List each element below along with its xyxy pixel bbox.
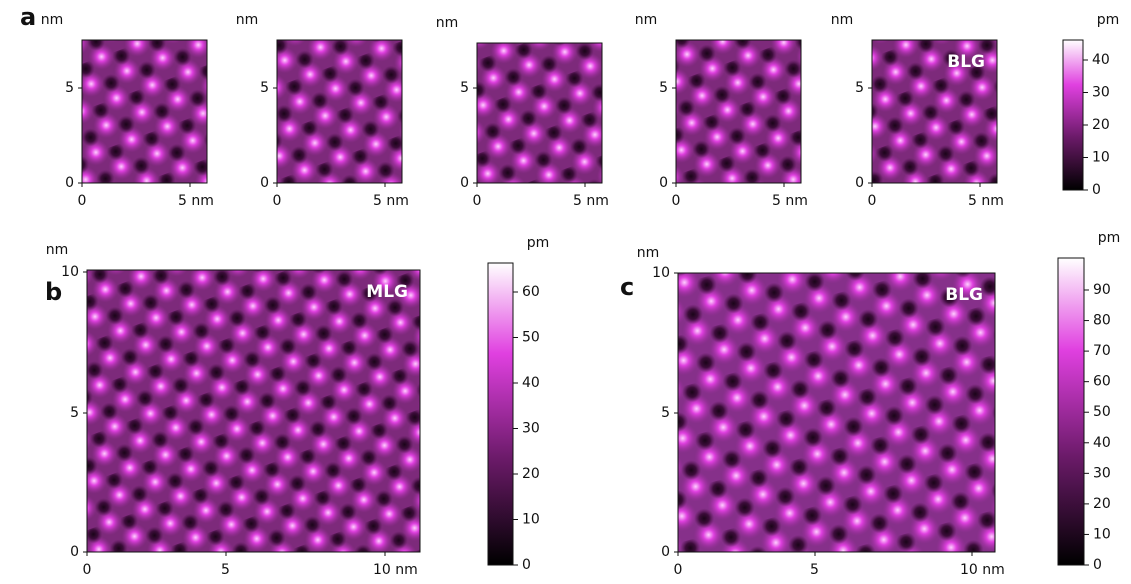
y-unit: nm [41, 12, 64, 28]
image-tag: MLG [366, 282, 408, 302]
colorbar-tick-label: 80 [1093, 313, 1111, 329]
x-tick-label: 0 [868, 193, 877, 209]
y-unit: nm [436, 15, 459, 31]
y-tick-label: 0 [70, 544, 79, 560]
y-unit: nm [46, 242, 69, 258]
y-tick-label: 5 [260, 80, 269, 96]
colorbar-tick-label: 10 [522, 512, 540, 528]
x-tick-label: 5 [810, 562, 819, 578]
x-tick-label: 0 [674, 562, 683, 578]
x-tick-label: 5 nm [573, 193, 609, 209]
colorbar-tick-label: 20 [522, 466, 540, 482]
panel-label: b [45, 278, 62, 306]
y-unit: nm [831, 12, 854, 28]
panel-label: c [620, 273, 634, 301]
colorbar [1062, 39, 1084, 191]
colorbar-tick-label: 30 [522, 421, 540, 437]
colorbar-tick-label: 40 [1093, 435, 1111, 451]
colorbar-tick-label: 40 [1092, 52, 1110, 68]
y-tick-label: 0 [460, 175, 469, 191]
colorbar-tick-label: 20 [1092, 117, 1110, 133]
colorbar-unit: pm [1098, 230, 1121, 246]
stm-image [871, 39, 998, 184]
y-tick-label: 5 [661, 405, 670, 421]
y-tick-label: 10 [652, 265, 670, 281]
colorbar-tick-label: 90 [1093, 282, 1111, 298]
y-tick-label: 0 [659, 175, 668, 191]
colorbar-tick-label: 30 [1093, 465, 1111, 481]
y-tick-label: 0 [260, 175, 269, 191]
colorbar-tick-label: 40 [522, 375, 540, 391]
y-unit: nm [635, 12, 658, 28]
colorbar-tick-label: 10 [1092, 150, 1110, 166]
y-tick-label: 0 [65, 175, 74, 191]
colorbar-tick-label: 50 [522, 330, 540, 346]
colorbar-tick-label: 60 [1093, 374, 1111, 390]
colorbar-tick-label: 0 [1093, 557, 1102, 573]
stm-image [81, 39, 208, 184]
x-tick-label: 0 [273, 193, 282, 209]
y-tick-label: 5 [659, 80, 668, 96]
colorbar-tick-label: 0 [1092, 182, 1101, 198]
x-tick-label: 0 [473, 193, 482, 209]
x-tick-label: 5 nm [772, 193, 808, 209]
stm-image [675, 39, 802, 184]
x-tick-label: 5 nm [373, 193, 409, 209]
colorbar-tick-label: 60 [522, 284, 540, 300]
colorbar [1057, 257, 1085, 566]
x-tick-label: 5 [221, 562, 230, 578]
colorbar-tick-label: 10 [1093, 526, 1111, 542]
stm-image [677, 272, 996, 553]
y-tick-label: 5 [460, 80, 469, 96]
colorbar [487, 262, 514, 566]
y-tick-label: 0 [855, 175, 864, 191]
x-tick-label: 0 [83, 562, 92, 578]
y-tick-label: 5 [70, 405, 79, 421]
y-unit: nm [236, 12, 259, 28]
colorbar-tick-label: 30 [1092, 85, 1110, 101]
y-tick-label: 5 [65, 80, 74, 96]
x-tick-label: 5 nm [968, 193, 1004, 209]
stm-image [276, 39, 403, 184]
image-tag: BLG [945, 285, 983, 305]
panel-label: a [20, 3, 36, 31]
colorbar-unit: pm [1097, 12, 1120, 28]
x-tick-label: 10 nm [373, 562, 418, 578]
colorbar-tick-label: 50 [1093, 404, 1111, 420]
y-tick-label: 10 [61, 264, 79, 280]
colorbar-tick-label: 0 [522, 557, 531, 573]
colorbar-tick-label: 70 [1093, 343, 1111, 359]
colorbar-tick-label: 20 [1093, 496, 1111, 512]
stm-image [476, 42, 603, 184]
x-tick-label: 0 [672, 193, 681, 209]
image-tag: BLG [947, 52, 985, 72]
stm-image [86, 269, 421, 553]
y-tick-label: 0 [661, 544, 670, 560]
x-tick-label: 0 [78, 193, 87, 209]
y-unit: nm [637, 245, 660, 261]
x-tick-label: 5 nm [178, 193, 214, 209]
y-tick-label: 5 [855, 80, 864, 96]
x-tick-label: 10 nm [960, 562, 1005, 578]
colorbar-unit: pm [527, 235, 550, 251]
